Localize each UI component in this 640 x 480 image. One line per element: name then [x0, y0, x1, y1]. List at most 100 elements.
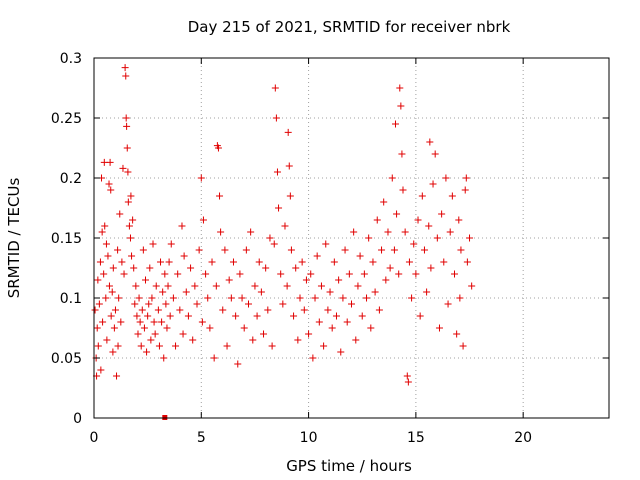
grid	[94, 58, 609, 418]
data-point	[438, 210, 446, 218]
data-point	[221, 246, 229, 254]
data-point	[106, 158, 114, 166]
data-point	[286, 192, 294, 200]
data-point	[223, 342, 231, 350]
data-point	[225, 276, 233, 284]
data-point	[405, 258, 413, 266]
data-point	[150, 318, 158, 326]
data-point	[395, 270, 403, 278]
data-point	[124, 168, 132, 176]
data-point	[330, 258, 338, 266]
data-point	[435, 324, 443, 332]
data-point	[138, 306, 146, 314]
data-point	[232, 312, 240, 320]
data-point	[238, 294, 246, 302]
data-point	[157, 258, 165, 266]
data-point	[143, 348, 151, 356]
data-point	[142, 276, 149, 284]
data-point	[468, 282, 476, 290]
data-point	[105, 180, 113, 188]
data-point	[378, 246, 386, 254]
data-point	[164, 282, 172, 290]
data-point	[433, 234, 441, 242]
data-point	[420, 246, 428, 254]
data-point	[388, 174, 396, 182]
data-point	[284, 128, 292, 136]
data-point	[102, 240, 110, 248]
data-point	[279, 300, 287, 308]
plot-frame	[93, 57, 610, 419]
data-point	[122, 72, 130, 80]
data-point	[139, 246, 147, 254]
data-point	[446, 228, 454, 236]
data-point	[461, 186, 469, 194]
data-point	[356, 252, 364, 260]
data-point	[97, 366, 105, 374]
data-point	[410, 240, 418, 248]
data-point	[247, 228, 255, 236]
data-point	[373, 216, 381, 224]
data-point	[193, 300, 201, 308]
data-point	[184, 312, 192, 320]
data-point	[166, 312, 174, 320]
data-point	[145, 300, 153, 308]
data-point	[354, 282, 362, 290]
data-point	[408, 294, 416, 302]
data-point	[451, 270, 458, 278]
data-point	[167, 240, 175, 248]
data-point	[133, 312, 141, 320]
data-point	[159, 288, 167, 296]
data-point	[404, 378, 412, 386]
data-point	[272, 114, 280, 122]
data-point	[140, 324, 148, 332]
data-point	[249, 336, 257, 344]
data-point	[266, 234, 274, 242]
points-layer	[91, 64, 476, 420]
data-point	[118, 258, 126, 266]
data-point	[206, 324, 214, 332]
data-point	[270, 240, 278, 248]
data-point	[160, 354, 168, 362]
data-point	[128, 252, 136, 260]
data-point	[107, 186, 115, 194]
y-tick-label: 0.15	[51, 231, 82, 247]
y-tick-label: 0	[73, 411, 82, 427]
data-point	[426, 138, 434, 146]
data-point	[103, 336, 111, 344]
x-tick-label: 10	[300, 430, 318, 446]
data-point	[335, 276, 343, 284]
data-point	[163, 324, 171, 332]
y-axis: 0 0.05 0.1 0.15 0.2 0.25 0.3	[51, 51, 609, 427]
data-point	[457, 246, 465, 254]
data-point	[427, 264, 435, 272]
data-point	[311, 294, 319, 302]
data-point	[174, 270, 182, 278]
data-point	[418, 192, 426, 200]
data-point	[391, 120, 399, 128]
data-point	[91, 306, 99, 314]
data-point	[390, 246, 398, 254]
data-point	[125, 222, 133, 230]
data-point	[95, 300, 103, 308]
data-point	[109, 348, 117, 356]
data-point	[326, 288, 334, 296]
data-point	[414, 216, 422, 224]
data-point	[271, 84, 279, 92]
data-point	[113, 372, 121, 380]
data-point	[116, 210, 124, 218]
data-point	[229, 258, 237, 266]
data-point	[98, 228, 106, 236]
data-point	[365, 234, 373, 242]
data-point	[240, 324, 248, 332]
data-point	[96, 258, 104, 266]
data-point	[255, 258, 263, 266]
data-point	[195, 246, 203, 254]
data-point	[302, 276, 310, 284]
data-point	[210, 354, 218, 362]
data-point	[119, 164, 127, 172]
data-point	[204, 294, 212, 302]
y-axis-label: SRMTID / TECUs	[5, 178, 23, 299]
data-point	[148, 294, 156, 302]
data-point	[345, 270, 353, 278]
